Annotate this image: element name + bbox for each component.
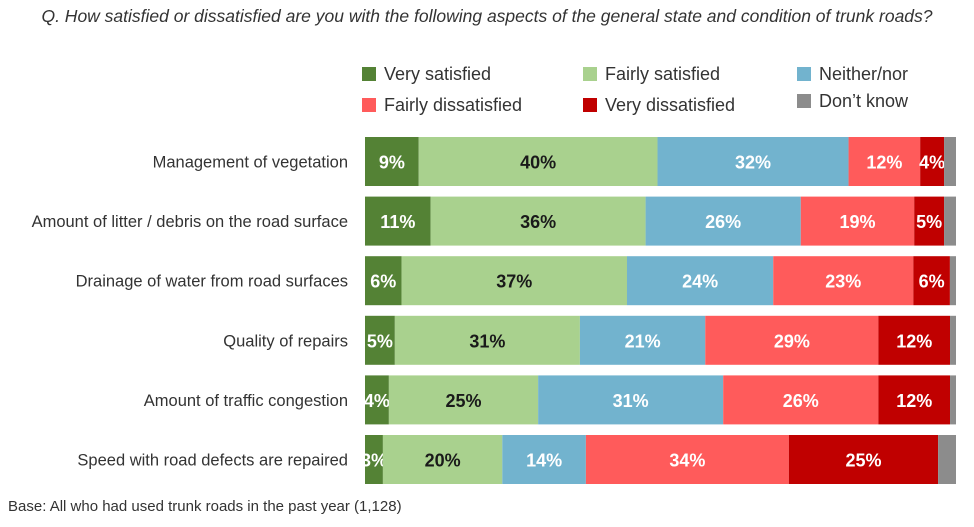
bar-segment-very-dissatisfied-row-3 <box>913 256 950 306</box>
data-label-fairly-satisfied-row-2: 36% <box>520 212 556 232</box>
legend-swatch-dont-know <box>797 94 811 108</box>
legend-swatch-very-dissatisfied <box>583 98 597 112</box>
legend-label-very-dissatisfied: Very dissatisfied <box>605 95 736 115</box>
bar-segment-neither-nor-row-1 <box>657 137 849 186</box>
legend-swatch-fairly-satisfied <box>583 67 597 81</box>
legend-label-fairly-dissatisfied: Fairly dissatisfied <box>384 95 523 115</box>
bar-segment-very-satisfied-row-2 <box>365 196 431 246</box>
legend-fairly-dissatisfied: Fairly dissatisfied <box>362 95 522 116</box>
data-label-fairly-dissatisfied-row-2: 19% <box>839 212 875 232</box>
data-label-fairly-satisfied-row-5: 25% <box>445 391 481 411</box>
data-label-very-dissatisfied-row-3: 6% <box>919 272 945 292</box>
bar-segment-don-t-know-row-2 <box>944 196 956 246</box>
bar-segment-very-satisfied-row-4 <box>365 315 395 365</box>
bar-segment-fairly-dissatisfied-row-3 <box>773 256 914 306</box>
data-label-fairly-dissatisfied-row-3: 23% <box>825 272 861 292</box>
bar-segment-fairly-satisfied-row-3 <box>401 256 627 306</box>
bar-segment-fairly-satisfied-row-4 <box>394 315 580 365</box>
data-label-very-satisfied-row-4: 5% <box>367 331 393 351</box>
data-label-fairly-satisfied-row-1: 40% <box>520 153 556 173</box>
bar-segment-don-t-know-row-3 <box>949 256 956 306</box>
bar-segment-very-satisfied-row-5 <box>365 375 389 425</box>
bar-segment-neither-nor-row-2 <box>645 196 801 246</box>
bar-segment-very-satisfied-row-3 <box>365 256 402 306</box>
data-label-neither-nor-row-6: 14% <box>526 451 562 471</box>
data-label-very-satisfied-row-3: 6% <box>370 272 396 292</box>
bar-segment-very-satisfied-row-6 <box>365 435 383 484</box>
data-label-neither-nor-row-5: 31% <box>613 391 649 411</box>
data-label-very-dissatisfied-row-5: 12% <box>896 391 932 411</box>
category-label-speed-with-road-defects-are-repaired: Speed with road defects are repaired <box>77 452 348 470</box>
data-label-very-satisfied-row-6: 3% <box>361 451 387 471</box>
data-label-neither-nor-row-1: 32% <box>735 153 771 173</box>
bar-segment-very-satisfied-row-1 <box>365 137 419 186</box>
bar-segment-very-dissatisfied-row-1 <box>920 137 945 186</box>
bar-segment-very-dissatisfied-row-6 <box>788 435 939 484</box>
category-label-management-of-vegetation: Management of vegetation <box>153 154 348 172</box>
data-label-very-dissatisfied-row-6: 25% <box>845 451 881 471</box>
legend-very-satisfied: Very satisfied <box>362 64 491 85</box>
base-note: Base: All who had used trunk roads in th… <box>8 498 402 515</box>
data-label-neither-nor-row-4: 21% <box>625 331 661 351</box>
bar-segment-neither-nor-row-4 <box>579 315 706 365</box>
data-label-very-satisfied-row-1: 9% <box>379 153 405 173</box>
data-label-very-dissatisfied-row-4: 12% <box>896 331 932 351</box>
bar-segment-fairly-satisfied-row-1 <box>418 137 658 186</box>
legend-label-very-satisfied: Very satisfied <box>384 64 492 84</box>
category-label-amount-of-litter-debris-on-the-road-surface: Amount of litter / debris on the road su… <box>32 213 348 231</box>
data-label-neither-nor-row-2: 26% <box>705 212 741 232</box>
bar-segment-don-t-know-row-5 <box>950 375 956 425</box>
data-label-fairly-dissatisfied-row-4: 29% <box>774 331 810 351</box>
bar-segment-don-t-know-row-4 <box>950 315 956 365</box>
legend-swatch-neither-nor <box>797 67 811 81</box>
bar-segment-very-dissatisfied-row-5 <box>878 375 951 425</box>
bar-segment-fairly-dissatisfied-row-4 <box>705 315 879 365</box>
legend-label-neither-nor: Neither/nor <box>819 64 909 84</box>
bar-segment-fairly-dissatisfied-row-5 <box>723 375 879 425</box>
legend-dont-know: Don’t know <box>797 91 908 112</box>
bar-segment-very-dissatisfied-row-4 <box>878 315 951 365</box>
bar-segment-neither-nor-row-5 <box>538 375 724 425</box>
data-label-very-satisfied-row-5: 4% <box>364 391 390 411</box>
bar-segment-very-dissatisfied-row-2 <box>914 196 945 246</box>
data-label-very-satisfied-row-2: 11% <box>380 212 415 232</box>
category-label-amount-of-traffic-congestion: Amount of traffic congestion <box>144 392 348 410</box>
bar-segment-fairly-dissatisfied-row-6 <box>585 435 789 484</box>
data-label-neither-nor-row-3: 24% <box>682 272 718 292</box>
legend-very-dissatisfied: Very dissatisfied <box>583 95 735 116</box>
data-label-fairly-satisfied-row-3: 37% <box>496 272 532 292</box>
data-label-fairly-satisfied-row-6: 20% <box>425 451 461 471</box>
bar-segment-fairly-satisfied-row-2 <box>430 196 646 246</box>
legend-label-dont-know: Don’t know <box>819 91 909 111</box>
legend-swatch-fairly-dissatisfied <box>362 98 376 112</box>
data-label-fairly-dissatisfied-row-5: 26% <box>783 391 819 411</box>
data-label-very-dissatisfied-row-1: 4% <box>919 153 945 173</box>
bar-segment-fairly-satisfied-row-5 <box>388 375 539 425</box>
category-label-drainage-of-water-from-road-surfaces: Drainage of water from road surfaces <box>76 273 348 291</box>
bar-segment-neither-nor-row-6 <box>502 435 586 484</box>
bar-segment-fairly-satisfied-row-6 <box>382 435 503 484</box>
category-label-quality-of-repairs: Quality of repairs <box>223 332 348 350</box>
legend-fairly-satisfied: Fairly satisfied <box>583 64 720 85</box>
data-label-fairly-dissatisfied-row-1: 12% <box>866 153 902 173</box>
legend-neither-nor: Neither/nor <box>797 64 908 85</box>
bar-segment-don-t-know-row-6 <box>938 435 956 484</box>
bar-segment-don-t-know-row-1 <box>944 137 956 186</box>
legend-label-fairly-satisfied: Fairly satisfied <box>605 64 721 84</box>
question-title: Q. How satisfied or dissatisfied are you… <box>41 6 933 26</box>
data-label-very-dissatisfied-row-2: 5% <box>916 212 942 232</box>
bar-segment-neither-nor-row-3 <box>626 256 774 306</box>
legend-swatch-very-satisfied <box>362 67 376 81</box>
data-label-fairly-satisfied-row-4: 31% <box>469 331 505 351</box>
bar-segment-fairly-dissatisfied-row-1 <box>848 137 921 186</box>
data-label-fairly-dissatisfied-row-6: 34% <box>669 451 705 471</box>
bar-segment-fairly-dissatisfied-row-2 <box>800 196 915 246</box>
